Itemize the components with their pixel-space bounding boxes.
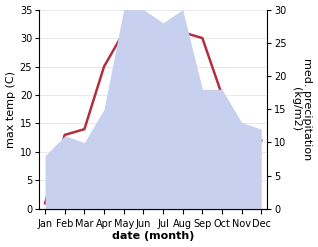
X-axis label: date (month): date (month): [112, 231, 194, 242]
Y-axis label: max temp (C): max temp (C): [5, 71, 16, 148]
Y-axis label: med. precipitation
(kg/m2): med. precipitation (kg/m2): [291, 58, 313, 160]
